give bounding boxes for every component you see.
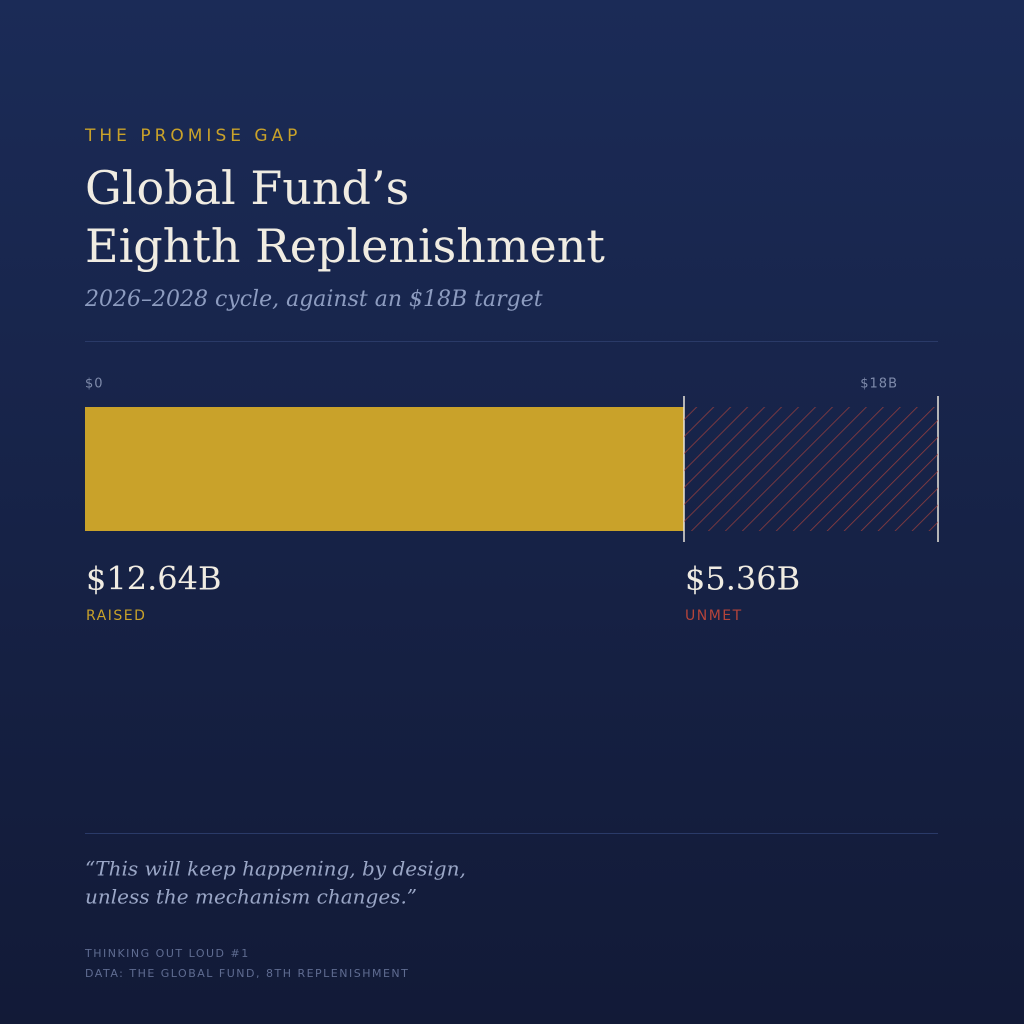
chart-title: Eighth Replenishment xyxy=(85,219,605,273)
chart-title: Global Fund’s xyxy=(85,161,409,215)
footer: DATA: THE GLOBAL FUND, 8TH REPLENISHMENT xyxy=(85,967,409,980)
x-tick-label: $18B xyxy=(860,377,898,392)
quote: “This will keep happening, by design, xyxy=(85,857,466,881)
bar-segment xyxy=(85,407,684,531)
kicker: THE PROMISE GAP xyxy=(84,126,301,146)
x-tick-label: $0 xyxy=(85,377,104,392)
value-label: $12.64B xyxy=(86,560,221,598)
quote: unless the mechanism changes.” xyxy=(85,885,417,909)
segment-name: UNMET xyxy=(685,608,743,624)
footer: THINKING OUT LOUD #1 xyxy=(84,947,250,960)
value-label: $5.36B xyxy=(685,560,800,598)
segment-name: RAISED xyxy=(86,608,146,624)
subtitle: 2026–2028 cycle, against an $18B target xyxy=(84,287,543,312)
bar-segment xyxy=(683,407,938,531)
